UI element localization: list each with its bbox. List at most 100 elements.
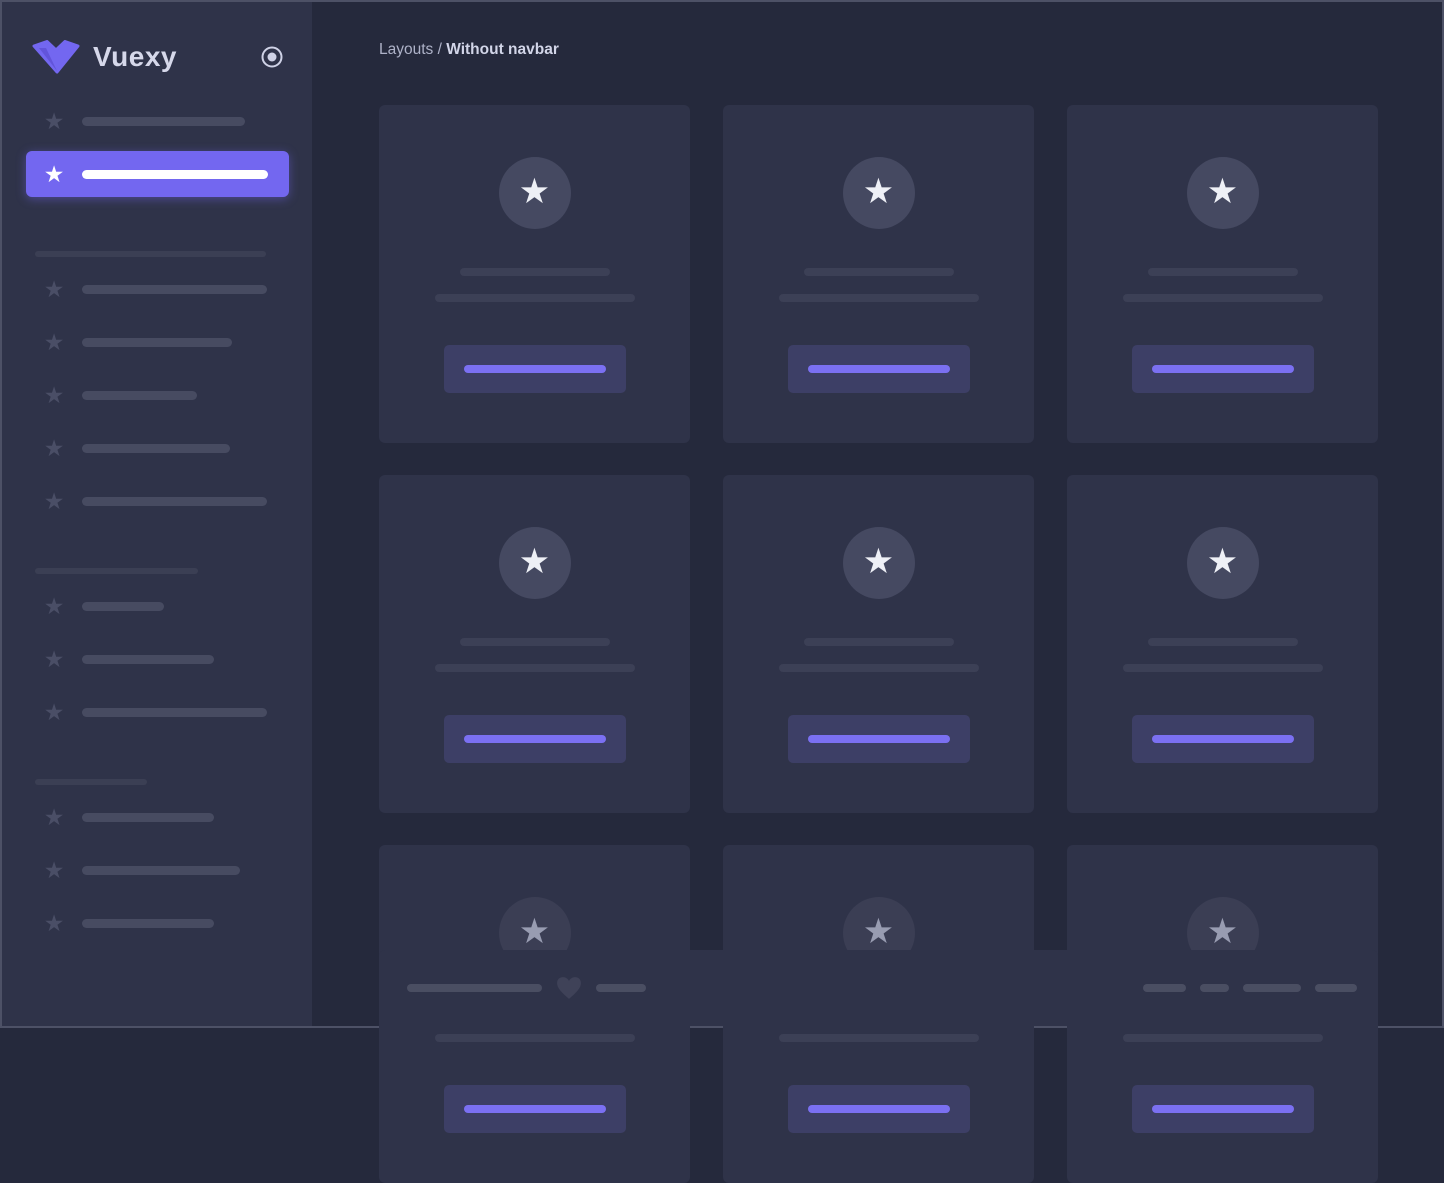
- star-icon: ★: [43, 593, 65, 619]
- star-avatar: ★: [1186, 527, 1259, 599]
- footer-link-placeholder: [1143, 984, 1186, 992]
- star-icon: ★: [862, 172, 895, 211]
- star-icon: ★: [43, 646, 65, 672]
- title-placeholder: [459, 638, 610, 646]
- button-label-placeholder: [463, 1105, 606, 1113]
- subtitle-placeholder: [434, 664, 635, 672]
- button-label-placeholder: [807, 365, 950, 373]
- sidebar-item[interactable]: ★: [2, 488, 312, 514]
- subtitle-placeholder: [434, 294, 635, 302]
- nav-label-placeholder: [82, 865, 240, 875]
- star-icon: ★: [43, 910, 65, 936]
- vuexy-logo-icon: [32, 40, 80, 74]
- sidebar: Vuexy ★ ★ ★ ★ ★ ★ ★ ★ ★ ★ ★ ★ ★: [2, 2, 312, 1026]
- star-icon: ★: [862, 542, 895, 581]
- footer-link-placeholder: [1200, 984, 1229, 992]
- breadcrumb-section[interactable]: Layouts: [379, 41, 434, 58]
- breadcrumb-page: Without navbar: [446, 41, 559, 58]
- button-placeholder[interactable]: [1131, 715, 1314, 763]
- nav-label-placeholder: [82, 284, 267, 294]
- button-placeholder[interactable]: [787, 715, 970, 763]
- sidebar-item-active[interactable]: ★: [26, 151, 289, 197]
- star-icon: ★: [43, 857, 65, 883]
- star-icon: ★: [43, 276, 65, 302]
- title-placeholder: [1147, 268, 1298, 276]
- star-icon: ★: [43, 382, 65, 408]
- button-placeholder[interactable]: [443, 345, 626, 393]
- star-icon: ★: [43, 108, 65, 134]
- sidebar-section-divider: [35, 779, 147, 785]
- title-placeholder: [803, 638, 954, 646]
- button-placeholder[interactable]: [787, 345, 970, 393]
- star-icon: ★: [518, 542, 551, 581]
- breadcrumb-separator: /: [433, 41, 447, 58]
- nav-label-placeholder: [82, 496, 267, 506]
- button-label-placeholder: [463, 365, 606, 373]
- footer-link-placeholder: [1315, 984, 1357, 992]
- button-label-placeholder: [1151, 735, 1294, 743]
- nav-label-placeholder: [82, 443, 230, 453]
- title-placeholder: [803, 268, 954, 276]
- menu-pin-icon[interactable]: [260, 45, 284, 69]
- subtitle-placeholder: [778, 664, 979, 672]
- button-label-placeholder: [463, 735, 606, 743]
- star-icon: ★: [43, 488, 65, 514]
- heart-icon: [557, 977, 581, 999]
- star-icon: ★: [43, 699, 65, 725]
- sidebar-section-divider: [35, 251, 266, 257]
- star-avatar: ★: [1186, 157, 1259, 229]
- sidebar-item[interactable]: ★: [2, 593, 312, 619]
- footer-links: [1143, 984, 1357, 992]
- sidebar-section-divider: [35, 568, 198, 574]
- star-icon: ★: [518, 172, 551, 211]
- star-avatar: ★: [498, 527, 571, 599]
- title-placeholder: [1147, 638, 1298, 646]
- brand-title: Vuexy: [93, 41, 177, 72]
- sidebar-menu: ★ ★ ★ ★ ★ ★ ★ ★ ★ ★ ★ ★ ★: [2, 108, 312, 936]
- placeholder-card: ★: [1067, 475, 1378, 813]
- placeholder-card: ★: [1067, 105, 1378, 443]
- sidebar-header: Vuexy: [2, 2, 312, 74]
- sidebar-item[interactable]: ★: [2, 276, 312, 302]
- subtitle-placeholder: [1122, 294, 1323, 302]
- footer: [379, 950, 1378, 1026]
- sidebar-item[interactable]: ★: [2, 646, 312, 672]
- button-label-placeholder: [1151, 1105, 1294, 1113]
- nav-label-placeholder: [82, 654, 214, 664]
- star-icon: ★: [1206, 172, 1239, 211]
- subtitle-placeholder: [1122, 664, 1323, 672]
- sidebar-item[interactable]: ★: [2, 435, 312, 461]
- button-placeholder[interactable]: [443, 1085, 626, 1133]
- footer-text-placeholder: [596, 984, 646, 992]
- star-icon: ★: [1206, 542, 1239, 581]
- placeholder-card: ★: [379, 105, 690, 443]
- button-placeholder[interactable]: [1131, 345, 1314, 393]
- nav-label-placeholder: [82, 390, 197, 400]
- placeholder-card: ★: [723, 105, 1034, 443]
- sidebar-item[interactable]: ★: [2, 382, 312, 408]
- button-label-placeholder: [1151, 365, 1294, 373]
- title-placeholder: [459, 268, 610, 276]
- nav-label-placeholder: [82, 601, 164, 611]
- star-icon: ★: [43, 435, 65, 461]
- subtitle-placeholder: [1122, 1034, 1323, 1042]
- star-icon: ★: [43, 804, 65, 830]
- nav-label-placeholder: [82, 812, 214, 822]
- sidebar-item[interactable]: ★: [2, 699, 312, 725]
- button-placeholder[interactable]: [1131, 1085, 1314, 1133]
- main-content: Layouts / Without navbar ★ ★ ★ ★ ★ ★ ★ ★ ★: [312, 2, 1442, 1183]
- sidebar-item[interactable]: ★: [2, 329, 312, 355]
- sidebar-item[interactable]: ★: [2, 910, 312, 936]
- sidebar-item[interactable]: ★: [2, 108, 312, 134]
- button-placeholder[interactable]: [787, 1085, 970, 1133]
- star-avatar: ★: [842, 157, 915, 229]
- button-placeholder[interactable]: [443, 715, 626, 763]
- subtitle-placeholder: [434, 1034, 635, 1042]
- footer-text-placeholder: [407, 984, 542, 992]
- nav-label-placeholder: [82, 918, 214, 928]
- placeholder-card: ★: [379, 475, 690, 813]
- sidebar-item[interactable]: ★: [2, 857, 312, 883]
- sidebar-item[interactable]: ★: [2, 804, 312, 830]
- star-avatar: ★: [842, 527, 915, 599]
